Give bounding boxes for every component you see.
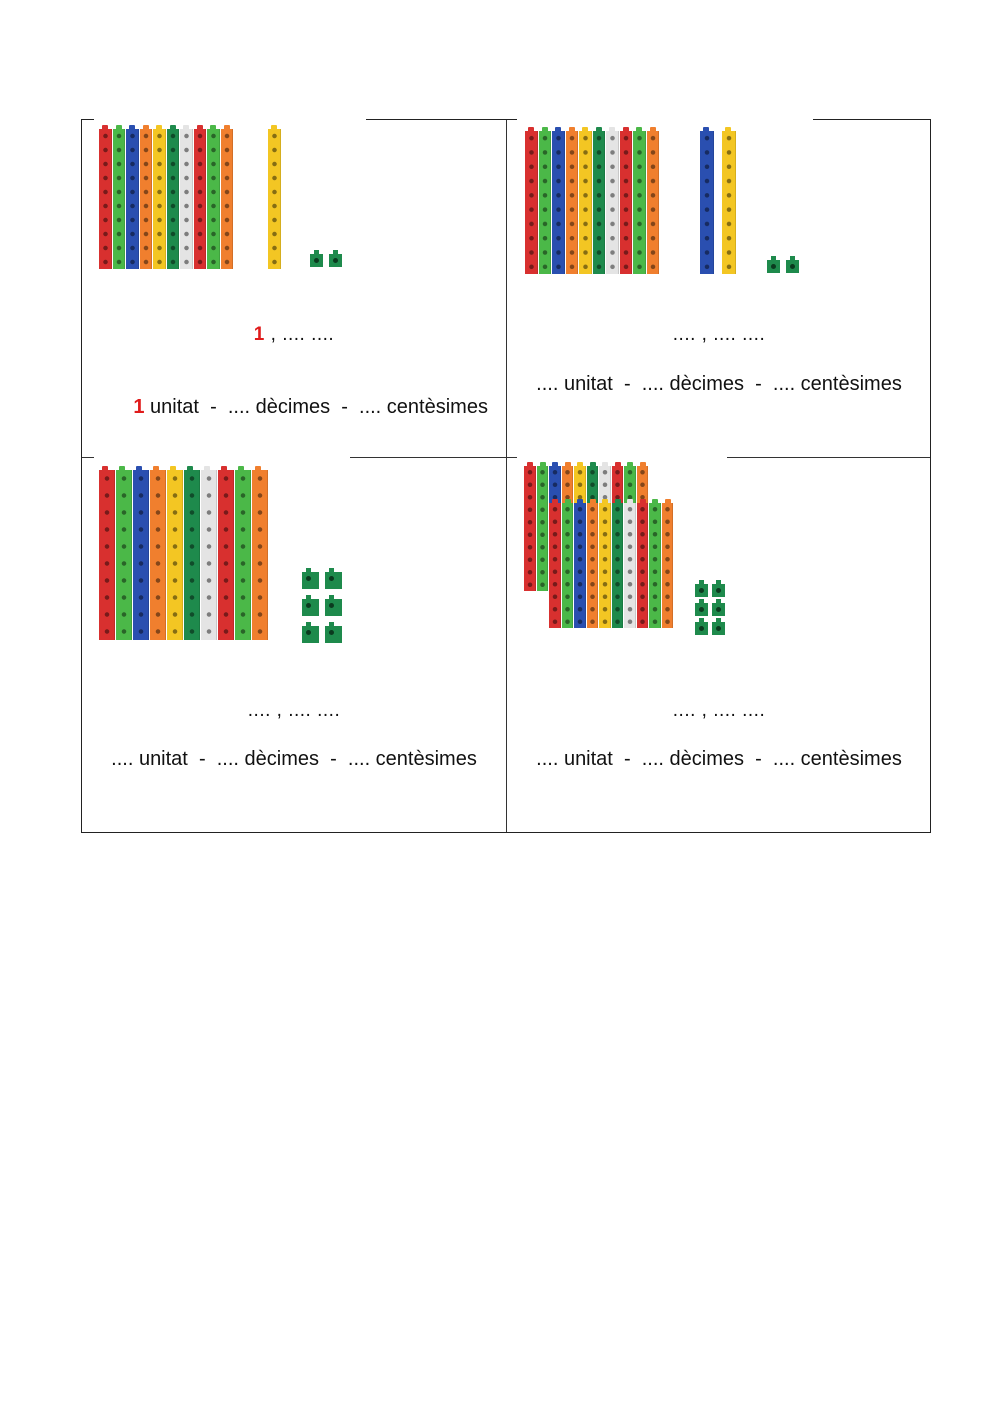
place-value-words: .... unitat - .... dècimes - .... centès… [111,748,477,770]
hundred-block-front [549,499,674,628]
unit-cube [695,599,708,616]
unit-cube [712,580,725,597]
unit-cube [786,256,799,273]
cubes-picture [517,456,727,636]
unit-cube [695,618,708,635]
unit-cube [325,568,342,589]
table-divider-horizontal [82,457,930,458]
unit-cube [310,250,323,267]
unit-cube [329,250,342,267]
hundred-block [99,125,234,269]
answer-units-value: 1 [133,396,145,418]
cubes-picture [94,118,366,278]
exercise-table: 1 , .... .... 1 unitat - .... dècimes - … [81,118,931,833]
unit-cube [302,595,319,616]
hundred-block [99,466,269,640]
decimal-number-line: 1 , .... .... [82,324,506,346]
cubes-picture [94,456,350,648]
exercise-cell-bottom-left: .... , .... .... .... unitat - .... dèci… [82,456,506,833]
table-divider-vertical [506,120,507,832]
exercise-cell-top-right: .... , .... .... .... unitat - .... dèci… [507,118,931,457]
unit-cube [325,595,342,616]
answer-units-digit: 1 [253,324,265,345]
exercise-cell-top-left: 1 , .... .... 1 unitat - .... dècimes - … [82,118,506,457]
unit-cube [302,568,319,589]
ten-column-yellow [722,127,737,274]
decimal-blanks: , .... .... [264,324,335,345]
decimal-number-line: .... , .... .... [672,700,766,721]
unit-cube [325,622,342,643]
exercise-cell-bottom-right: .... , .... .... .... unitat - .... dèci… [507,456,931,833]
decimal-number-line: .... , .... .... [247,700,341,721]
unit-cube [712,618,725,635]
place-value-labels: unitat - .... dècimes - .... centèsimes [144,396,488,418]
hundred-block [525,127,660,274]
unit-cube [767,256,780,273]
place-value-words: .... unitat - .... dècimes - .... centès… [536,748,902,770]
unit-cube [302,622,319,643]
place-value-words: .... unitat - .... dècimes - .... centès… [536,373,902,395]
decimal-number-line: .... , .... .... [672,324,766,345]
unit-cube [695,580,708,597]
ten-column-blue [700,127,715,274]
place-value-words: 1 unitat - .... dècimes - .... centèsime… [82,373,506,442]
unit-cube [712,599,725,616]
cubes-picture [517,118,813,283]
ten-column-yellow [268,125,282,269]
